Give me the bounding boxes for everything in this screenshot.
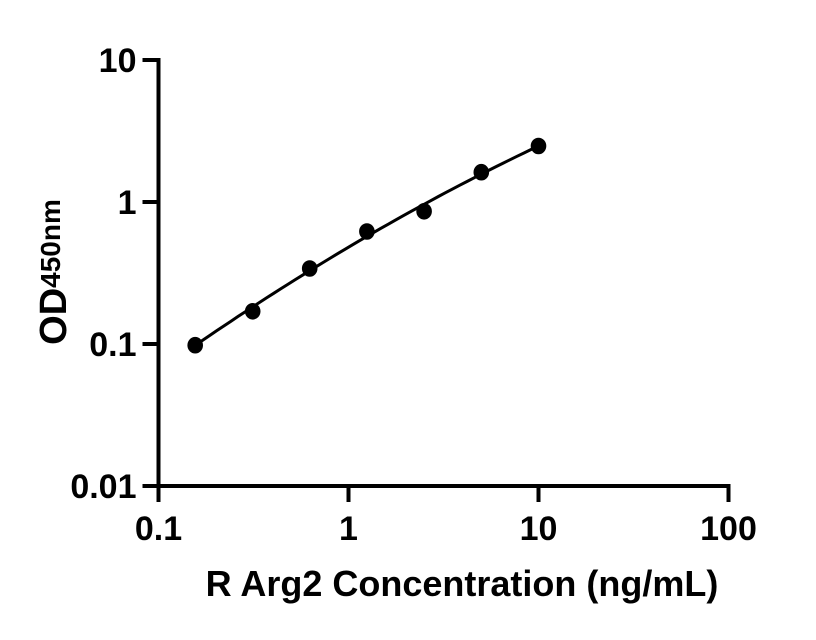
y-tick-label: 1	[118, 184, 137, 222]
data-point-marker	[244, 303, 261, 320]
x-axis-title: R Arg2 Concentration (ng/mL)	[206, 563, 719, 604]
axes-layer	[142, 58, 731, 502]
data-point-marker	[473, 163, 490, 181]
y-tick-label: 0.1	[89, 326, 136, 364]
data-point-marker	[187, 336, 203, 354]
y-axis-title-main: OD	[33, 288, 75, 345]
data-point-marker	[416, 203, 432, 220]
y-tick-label: 10	[99, 42, 137, 80]
y-axis-title-subscript: 450nm	[35, 199, 66, 288]
data-point-marker	[530, 137, 547, 155]
y-axis-title: OD450nm	[33, 199, 75, 345]
x-tick-label: 1	[339, 510, 358, 548]
data-point-marker	[301, 260, 318, 277]
y-tick-label: 0.01	[70, 468, 136, 506]
data-point-layer	[187, 137, 547, 354]
x-tick-label: 10	[520, 510, 558, 548]
tick-label-layer: 0.1 1 10 100 10 1 0.1 0.01	[70, 42, 757, 548]
data-point-marker	[359, 223, 375, 240]
x-tick-label: 0.1	[135, 510, 182, 548]
x-tick-label: 100	[700, 510, 757, 548]
